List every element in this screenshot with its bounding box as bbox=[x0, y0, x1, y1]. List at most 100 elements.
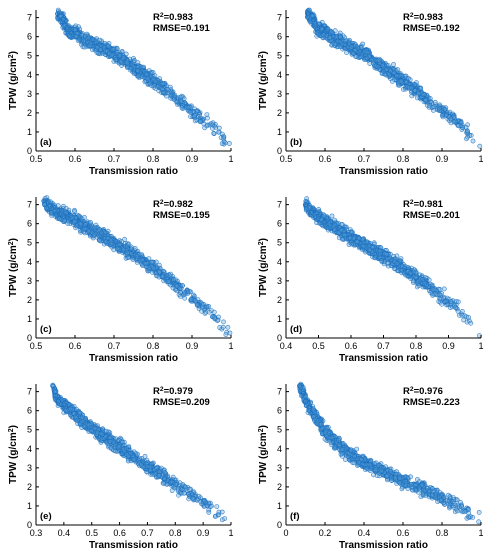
data-point bbox=[198, 498, 204, 504]
y-tick-label: 3 bbox=[277, 89, 282, 99]
x-tick-label: 0.6 bbox=[319, 154, 332, 164]
data-point bbox=[470, 138, 476, 144]
data-point bbox=[356, 235, 362, 241]
x-tick-label: 0.9 bbox=[197, 528, 210, 538]
panel-e-y-axis-title: TPW (g/cm2) bbox=[8, 425, 20, 484]
y-tick-label: 7 bbox=[277, 200, 282, 210]
data-point bbox=[328, 29, 334, 35]
data-point bbox=[131, 456, 137, 462]
data-point bbox=[188, 114, 193, 119]
x-tick-label: 0.7 bbox=[141, 528, 154, 538]
data-point bbox=[437, 286, 443, 292]
data-point bbox=[150, 472, 156, 477]
data-point bbox=[49, 210, 54, 215]
data-point bbox=[202, 497, 208, 503]
y-tick-label: 2 bbox=[27, 295, 32, 305]
data-point bbox=[221, 319, 226, 325]
x-tick-label: 0.9 bbox=[186, 341, 199, 351]
data-point bbox=[153, 259, 159, 265]
data-point bbox=[144, 463, 150, 469]
data-point bbox=[98, 430, 104, 436]
x-tick-label: 0.9 bbox=[436, 154, 449, 164]
data-point bbox=[359, 54, 364, 59]
data-point bbox=[135, 68, 141, 74]
y-tick-label: 5 bbox=[27, 425, 32, 435]
data-point bbox=[169, 488, 175, 493]
data-point bbox=[72, 218, 78, 224]
x-tick-label: 0.6 bbox=[113, 528, 126, 538]
data-point bbox=[176, 492, 181, 498]
data-point bbox=[200, 304, 205, 310]
y-tick-label: 4 bbox=[277, 257, 282, 267]
x-tick-label: 0.7 bbox=[358, 154, 371, 164]
data-point bbox=[125, 60, 130, 66]
x-tick-label: 0.8 bbox=[397, 154, 410, 164]
data-point bbox=[111, 46, 117, 52]
data-point bbox=[121, 247, 126, 253]
y-tick-label: 5 bbox=[277, 51, 282, 61]
data-point bbox=[88, 220, 93, 225]
data-point bbox=[333, 34, 339, 40]
x-tick-label: 0.5 bbox=[312, 341, 325, 351]
data-point bbox=[82, 33, 88, 39]
data-point bbox=[139, 257, 145, 263]
data-point bbox=[212, 314, 217, 320]
data-point bbox=[105, 228, 111, 234]
data-point bbox=[204, 123, 210, 129]
data-point bbox=[131, 64, 137, 69]
panel-d-x-axis-title: Transmission ratio bbox=[339, 353, 428, 364]
data-point bbox=[188, 109, 194, 115]
data-point bbox=[72, 207, 77, 213]
data-point bbox=[388, 68, 393, 74]
panel-b-rmse-label: RMSE=0.192 bbox=[403, 23, 460, 34]
data-point bbox=[448, 299, 454, 305]
data-point bbox=[68, 406, 73, 412]
data-point bbox=[211, 130, 217, 136]
data-point bbox=[364, 239, 370, 244]
y-tick-label: 1 bbox=[27, 501, 32, 511]
y-tick-label: 7 bbox=[27, 13, 32, 23]
data-point bbox=[156, 274, 162, 280]
y-tick-label: 3 bbox=[27, 463, 32, 473]
data-point bbox=[436, 292, 442, 297]
y-tick-label: 2 bbox=[277, 295, 282, 305]
data-point bbox=[174, 283, 180, 289]
data-point bbox=[378, 245, 384, 251]
data-point bbox=[477, 143, 483, 149]
data-point bbox=[344, 50, 349, 56]
panel-d-y-axis-title: TPW (g/cm2) bbox=[258, 238, 270, 297]
panel-c-x-axis-title: Transmission ratio bbox=[89, 353, 178, 364]
data-point bbox=[81, 423, 87, 429]
data-point bbox=[204, 112, 210, 117]
data-point bbox=[194, 302, 200, 308]
panel-e-r2-label: R2=0.979 bbox=[153, 386, 193, 398]
data-point bbox=[416, 283, 422, 288]
data-point bbox=[91, 232, 97, 238]
data-point bbox=[92, 425, 98, 431]
data-point bbox=[142, 261, 148, 267]
x-tick-label: 0.8 bbox=[147, 341, 160, 351]
data-point bbox=[220, 324, 226, 330]
data-point bbox=[116, 444, 122, 450]
data-point bbox=[227, 330, 233, 336]
data-point bbox=[225, 324, 231, 330]
data-point bbox=[215, 512, 221, 518]
data-point bbox=[414, 95, 420, 101]
y-tick-label: 6 bbox=[27, 406, 32, 416]
x-tick-label: 0.6 bbox=[69, 154, 82, 164]
data-point bbox=[151, 83, 157, 89]
x-tick-label: 1 bbox=[478, 154, 483, 164]
data-point bbox=[100, 426, 106, 432]
data-point bbox=[83, 415, 89, 421]
data-point bbox=[167, 273, 173, 279]
data-point bbox=[346, 41, 352, 47]
data-point bbox=[134, 253, 140, 259]
data-point bbox=[73, 33, 79, 39]
data-point bbox=[149, 263, 154, 269]
data-point bbox=[206, 509, 212, 515]
data-point bbox=[72, 26, 78, 32]
data-point bbox=[466, 318, 472, 324]
data-point bbox=[186, 496, 192, 502]
